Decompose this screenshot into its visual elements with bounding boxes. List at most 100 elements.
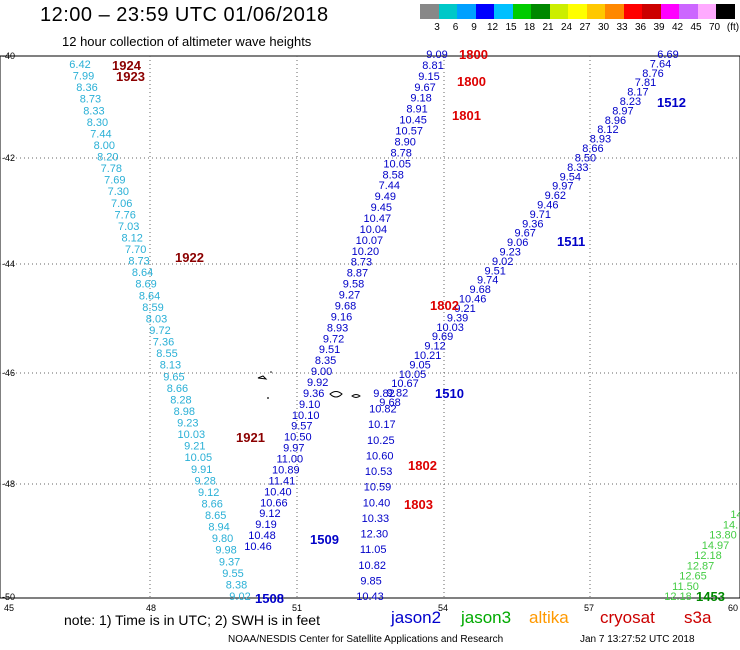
wave-height-label: 8.94 (208, 522, 229, 534)
wave-height-label: 8.59 (142, 302, 163, 314)
wave-height-label: 12.87 (687, 560, 715, 572)
wave-height-label: 8.17 (627, 87, 648, 99)
x-tick-label: 60 (728, 603, 738, 613)
wave-height-label: 8.23 (620, 96, 641, 108)
time-label: 1512 (657, 95, 686, 110)
wave-height-label: 10.07 (356, 235, 384, 247)
scale-swatch (679, 4, 698, 19)
wave-height-label: 8.35 (315, 355, 336, 367)
wave-height-label: 8.66 (582, 143, 603, 155)
wave-height-label: 14. (730, 509, 740, 521)
wave-height-label: 8.36 (76, 82, 97, 94)
time-label: 1801 (452, 108, 481, 123)
legend-cryosat: cryosat (600, 608, 655, 627)
map-grid (0, 56, 740, 598)
wave-height-label: 10.05 (383, 158, 411, 170)
y-tick-label: -44 (2, 259, 15, 269)
wave-height-label: 10.45 (399, 115, 427, 127)
wave-height-label: 9.02 (229, 591, 250, 603)
scale-label: 12 (486, 22, 499, 33)
scale-swatch (716, 4, 735, 19)
legend-s3a: s3a (684, 608, 712, 627)
scale-label: 39 (653, 22, 665, 33)
wave-height-label: 8.12 (597, 124, 618, 136)
wave-height-label: 10.59 (364, 482, 392, 494)
wave-height-label: 8.13 (160, 360, 181, 372)
wave-height-label: 9.92 (307, 377, 328, 389)
wave-height-label: 9.85 (360, 575, 381, 587)
wave-height-label: 10.05 (185, 452, 213, 464)
scale-label: 27 (579, 22, 591, 33)
wave-height-label: 10.57 (395, 126, 423, 138)
wave-height-label: 9.28 (194, 475, 215, 487)
wave-height-label: 9.97 (552, 181, 573, 193)
coastline-islands (257, 371, 361, 399)
wave-height-label: 7.99 (73, 71, 94, 83)
wave-height-label: 8.28 (170, 394, 191, 406)
wave-height-label: 10.20 (352, 246, 380, 258)
scale-label: 70 (708, 22, 721, 33)
wave-height-label: 8.66 (167, 383, 188, 395)
scale-swatch (438, 4, 458, 19)
scale-swatch (494, 4, 513, 19)
wave-height-label: 12.18 (694, 550, 722, 562)
wave-height-label: 9.55 (222, 568, 243, 580)
wave-height-label: 9.54 (560, 171, 581, 183)
wave-height-label: 9.68 (469, 284, 490, 296)
wave-height-label: 8.64 (139, 290, 160, 302)
wave-height-label: 9.15 (418, 71, 439, 83)
wave-height-label: 7.78 (101, 163, 122, 175)
scale-swatch (568, 4, 587, 19)
time-label: 1508 (255, 591, 284, 606)
track-labels: 6.427.998.368.738.338.307.448.008.207.78… (69, 49, 740, 603)
scale-swatch (697, 4, 717, 19)
time-label: 1802 (430, 298, 459, 313)
scale-label: 6 (452, 22, 459, 33)
time-label: 1923 (116, 69, 145, 84)
wave-height-label: 7.81 (635, 77, 656, 89)
wave-height-label: 10.66 (260, 497, 288, 509)
wave-height-label: 9.74 (477, 275, 498, 287)
wave-height-label: 10.82 (369, 404, 397, 416)
wave-height-label: 7.36 (153, 337, 174, 349)
wave-height-label: 7.44 (90, 128, 111, 140)
wave-height-label: 12.18 (664, 591, 692, 603)
time-label: 1803 (404, 497, 433, 512)
scale-swatch (549, 4, 569, 19)
x-tick-label: 45 (4, 603, 14, 613)
wave-height-label: 9.72 (323, 333, 344, 345)
wave-height-label: 6.42 (69, 59, 90, 71)
wave-height-label: 13.80 (709, 530, 737, 542)
page-title: 12:00 – 23:59 UTC 01/06/2018 (40, 4, 329, 26)
scale-swatch (623, 4, 643, 19)
wave-height-label: 8.93 (590, 134, 611, 146)
legend-jason3: jason3 (461, 608, 512, 627)
wave-height-label: 8.87 (347, 268, 368, 280)
wave-height-label: 8.50 (575, 153, 596, 165)
wave-height-label: 9.23 (177, 418, 198, 430)
wave-height-label: 8.55 (156, 348, 177, 360)
wave-height-label: 10.60 (366, 451, 394, 463)
wave-height-label: 9.45 (371, 202, 392, 214)
wave-height-label: 10.53 (365, 466, 393, 478)
scale-label: 30 (597, 22, 610, 33)
wave-height-label: 10.04 (360, 224, 388, 236)
wave-height-label: 7.03 (118, 221, 139, 233)
wave-height-label: 10.46 (459, 294, 487, 306)
scale-label: 21 (542, 22, 554, 33)
time-label: 1924 (112, 58, 142, 73)
wave-height-label: 14. (723, 519, 738, 531)
time-label: 1509 (310, 532, 339, 547)
scale-swatch (531, 4, 550, 19)
wave-height-label: 9.39 (447, 312, 468, 324)
y-tick-label: -48 (2, 479, 15, 489)
wave-height-label: 10.10 (292, 410, 320, 422)
wave-height-label: 10.46 (244, 541, 272, 553)
wave-height-label: 8.58 (382, 169, 403, 181)
wave-height-label: 11.00 (276, 454, 303, 466)
wave-height-label: 8.76 (642, 68, 663, 80)
page-subtitle: 12 hour collection of altimeter wave hei… (62, 34, 312, 49)
wave-height-label: 9.36 (522, 218, 543, 230)
wave-height-label: 8.38 (226, 579, 247, 591)
